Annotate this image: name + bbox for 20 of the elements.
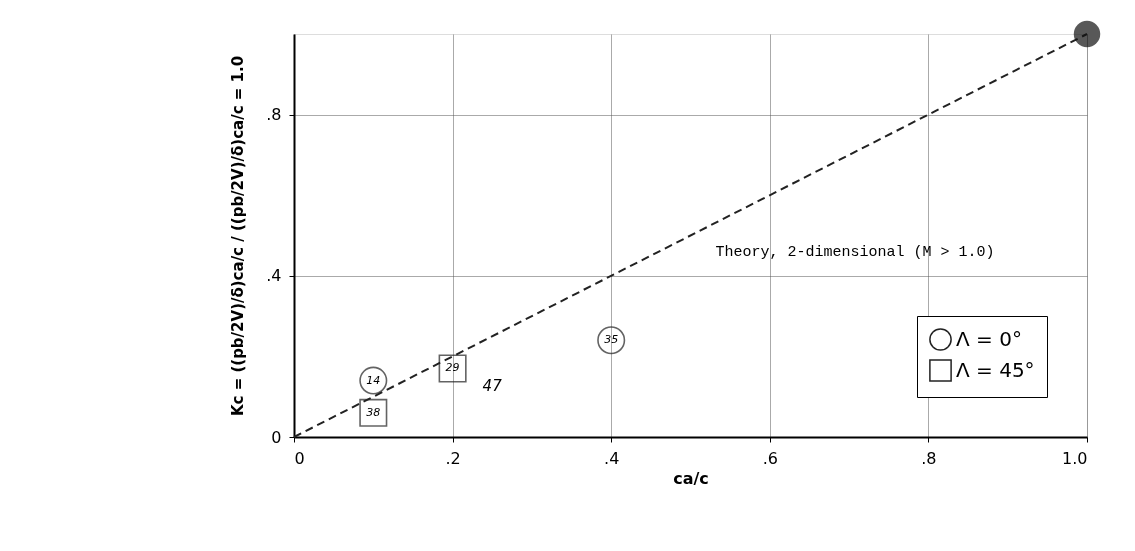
- y-tick-label: 0: [271, 427, 282, 447]
- legend-label: Λ = 45°: [956, 357, 1035, 382]
- y-axis-title: Kc = ((pb/2V)/δ)ca/c / ((pb/2V)/δ)ca/c = 1.0: [229, 55, 248, 417]
- x-axis-title: ca/c: [673, 468, 709, 488]
- y-tick-label: .8: [266, 105, 282, 125]
- x-tick-label: 1.0: [1062, 448, 1088, 468]
- annotation: 47: [482, 377, 503, 396]
- x-tick-label: 0: [294, 448, 305, 468]
- x-tick-label: .2: [445, 448, 461, 468]
- x-tick-label: .6: [762, 448, 778, 468]
- point: [1073, 20, 1101, 48]
- legend-label: Λ = 0°: [956, 326, 1022, 351]
- x-tick-label: .8: [921, 448, 937, 468]
- annotation: 38: [366, 405, 381, 419]
- x-tick-label: .4: [604, 448, 620, 468]
- y-tick-label: .4: [266, 266, 282, 286]
- annotation: 14: [366, 373, 381, 387]
- annotation: 35: [604, 333, 619, 347]
- series-label: Theory, 2-dimensional (M > 1.0): [715, 243, 995, 261]
- annotation: 29: [445, 361, 460, 375]
